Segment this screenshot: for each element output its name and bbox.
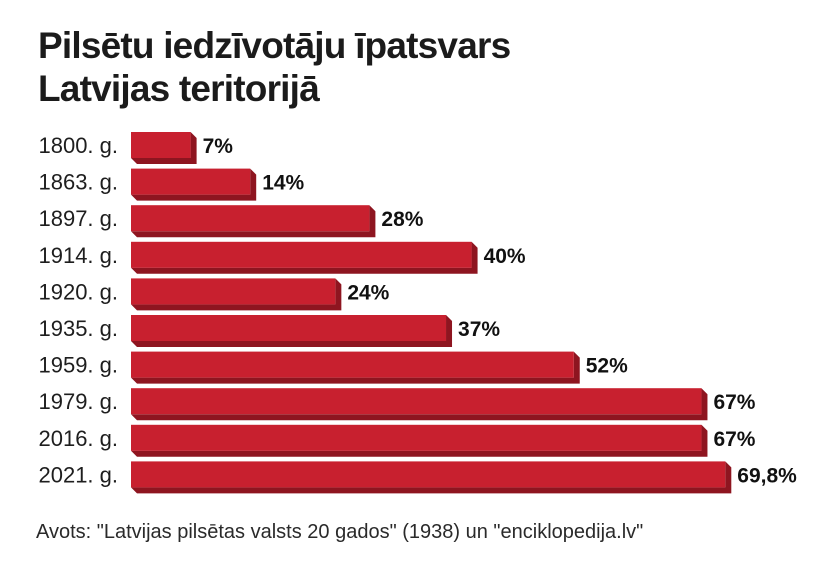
chart-title-line-1: Pilsētu iedzīvotāju īpatsvars [38, 25, 511, 66]
bar-shadow [131, 278, 342, 311]
value-label: 14% [262, 172, 304, 195]
category-label: 1914. g. [38, 243, 118, 268]
category-label: 1959. g. [38, 353, 118, 378]
bar [131, 205, 370, 232]
bar [131, 241, 472, 268]
category-label: 2016. g. [38, 426, 118, 451]
bar [131, 461, 726, 488]
value-label: 69,8% [737, 464, 797, 487]
bar-shadow [131, 205, 376, 238]
bar [131, 168, 251, 195]
bar-shadow [131, 241, 478, 274]
value-label: 67% [713, 391, 755, 414]
bar-shadow [131, 424, 708, 457]
value-label: 28% [381, 208, 423, 231]
category-label: 1920. g. [38, 279, 118, 304]
bar [131, 132, 191, 158]
bar [131, 424, 702, 451]
bar-shadow [131, 461, 732, 494]
bar-shadow [131, 168, 257, 201]
value-label: 37% [458, 318, 500, 341]
bar [131, 388, 702, 415]
value-label: 67% [713, 428, 755, 451]
bar [131, 315, 447, 341]
category-label: 1863. g. [38, 170, 118, 195]
bar-shadow [131, 388, 708, 421]
bar [131, 351, 574, 378]
bar-shadow [131, 132, 197, 164]
bar-shadow [131, 351, 580, 384]
value-label: 52% [586, 355, 628, 378]
category-label: 1800. g. [38, 133, 118, 158]
category-label: 1897. g. [38, 206, 118, 231]
value-label: 7% [203, 135, 234, 158]
value-label: 24% [347, 281, 389, 304]
bar [131, 278, 336, 305]
bar-shadow [131, 315, 453, 347]
category-label: 1979. g. [38, 389, 118, 414]
chart-title: Pilsētu iedzīvotāju īpatsvars Latvijas t… [38, 24, 778, 110]
category-label: 2021. g. [38, 462, 118, 487]
chart-title-line-2: Latvijas teritorijā [38, 68, 320, 109]
source-note: Avots: "Latvijas pilsētas valsts 20 gado… [36, 521, 644, 543]
category-label: 1935. g. [38, 316, 118, 341]
value-label: 40% [484, 245, 526, 268]
